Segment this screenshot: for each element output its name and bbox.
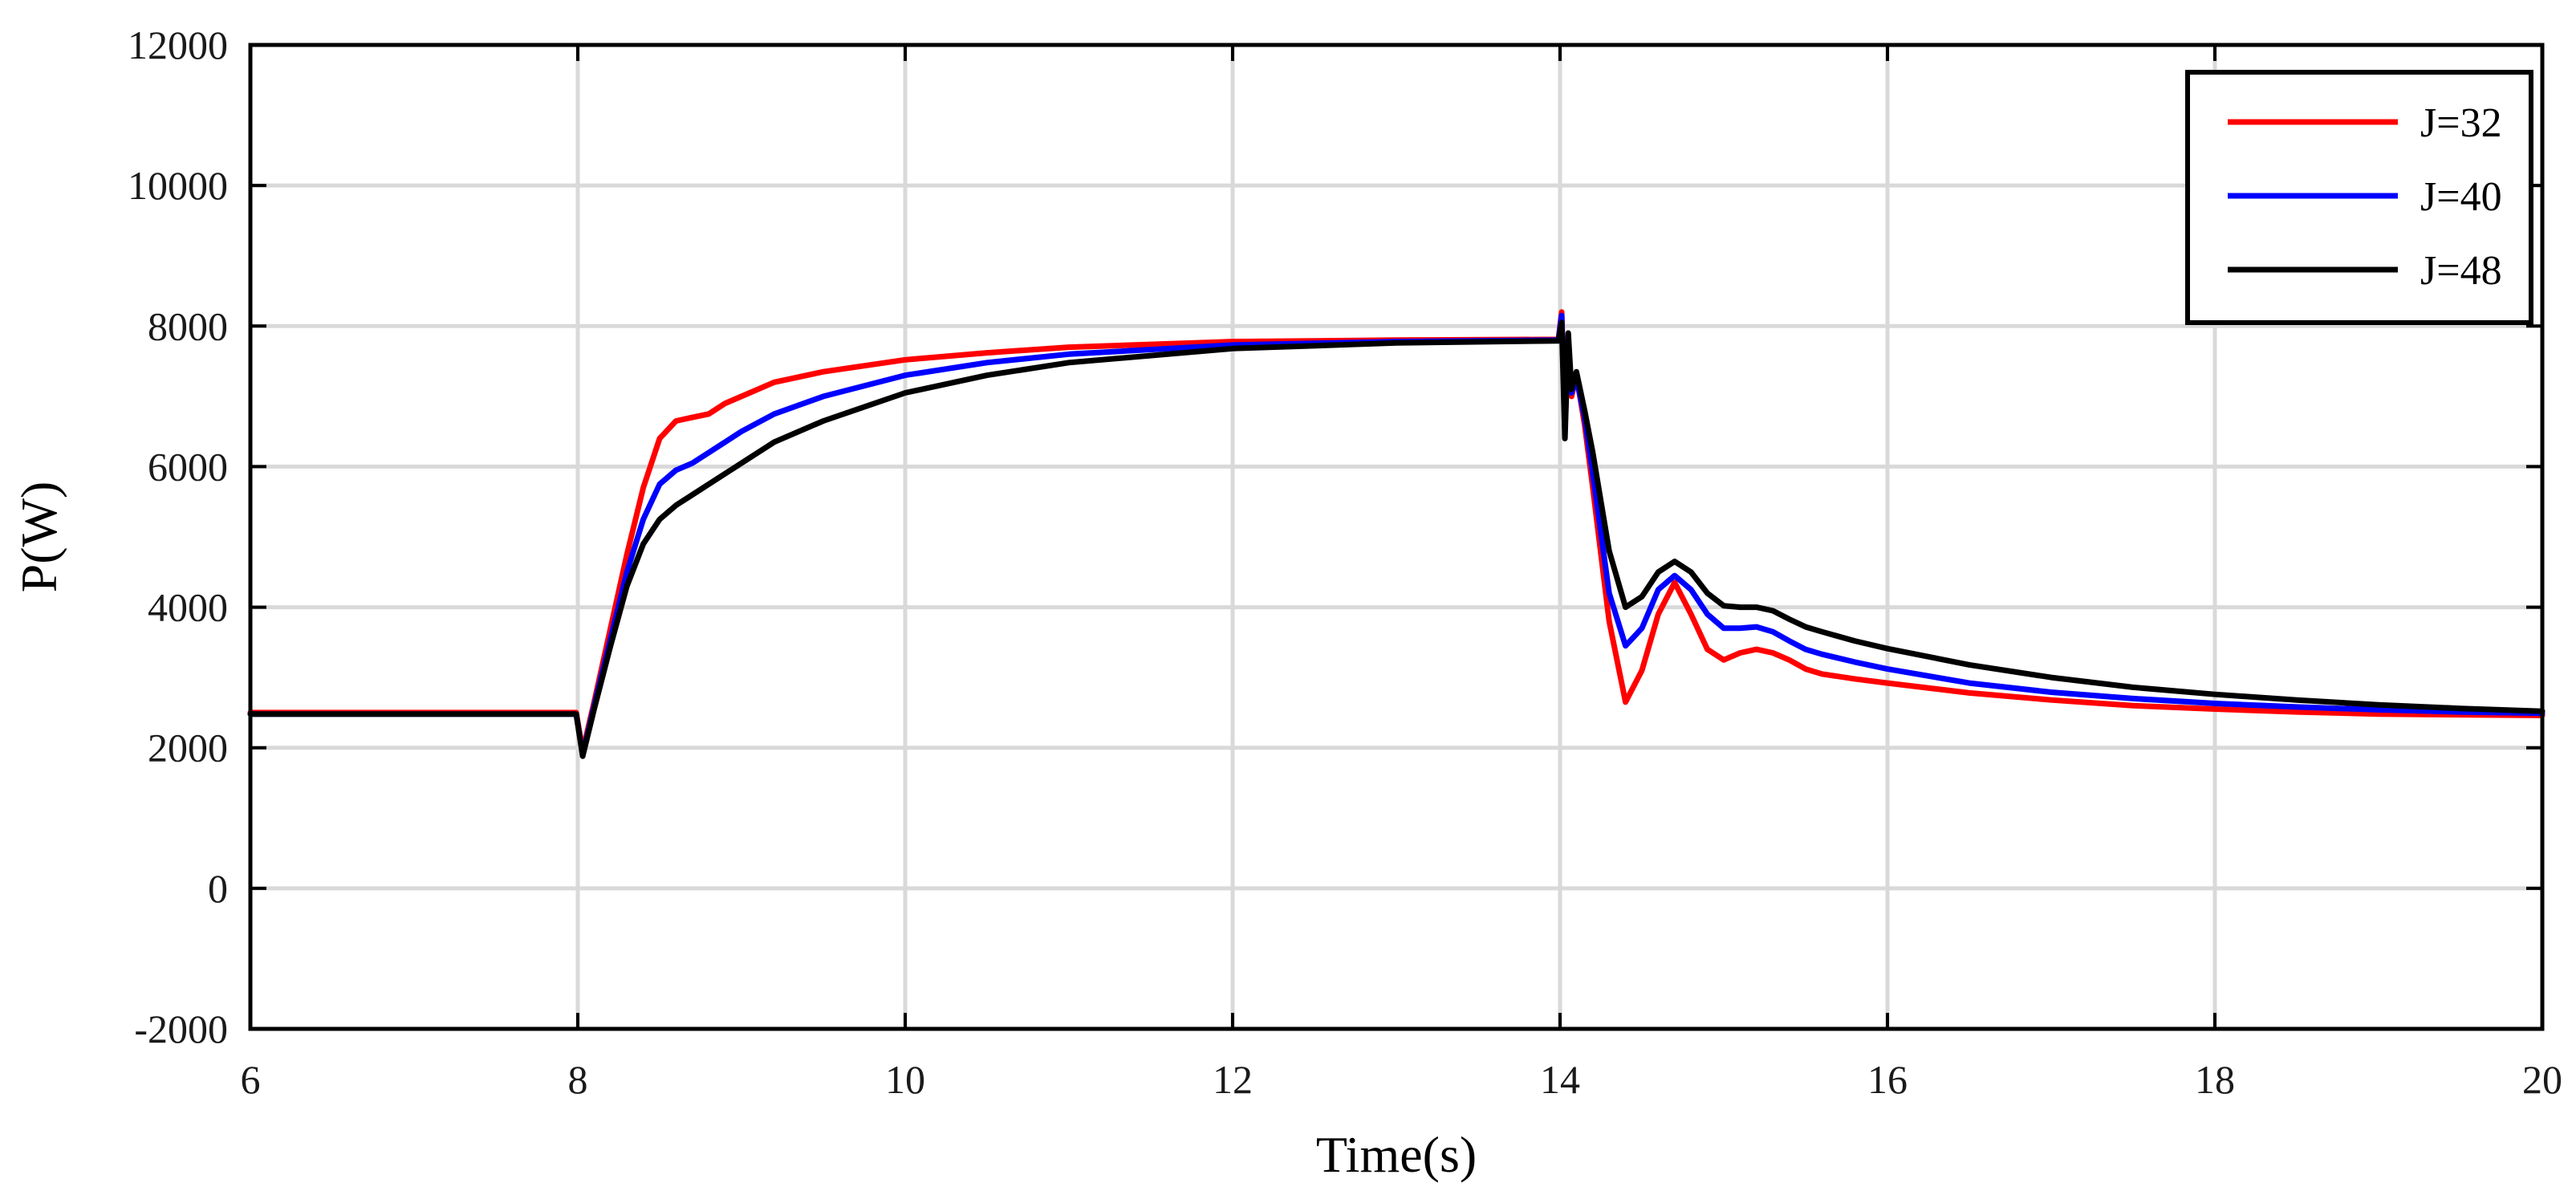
y-tick-label: 8000 [148,303,228,348]
x-axis-label: Time(s) [1316,1126,1477,1183]
axis-ticks: 6 8 10 12 14 16 18 20 -2000 0 2000 4000 6000 8000 1000… [128,22,2562,1102]
series-group [247,309,2546,759]
x-tick-label: 6 [241,1057,261,1102]
grid [250,45,2542,1029]
y-tick-label: 2000 [148,726,228,770]
x-tick-label: 10 [885,1057,925,1102]
y-tick-label: 12000 [128,22,228,67]
y-tick-label: 10000 [128,163,228,208]
y-tick-label: 0 [208,866,228,911]
x-tick-label: 8 [568,1057,588,1102]
y-tick-label: -2000 [134,1006,228,1051]
x-tick-label: 12 [1213,1057,1253,1102]
x-tick-label: 14 [1540,1057,1580,1102]
x-tick-label: 16 [1867,1057,1908,1102]
y-tick-label: 6000 [148,444,228,489]
plot-frame [248,43,2545,1031]
series-line-j-48 [247,319,2546,759]
x-tick-label: 20 [2522,1057,2562,1102]
legend-label: J=40 [2420,174,2502,220]
legend-label: J=48 [2420,248,2502,294]
y-axis-label: P(W) [10,482,67,593]
legend-label: J=32 [2420,100,2502,146]
y-tick-label: 4000 [148,585,228,630]
x-tick-label: 18 [2195,1057,2235,1102]
legend: J=32 J=40 J=48 [2185,70,2533,325]
